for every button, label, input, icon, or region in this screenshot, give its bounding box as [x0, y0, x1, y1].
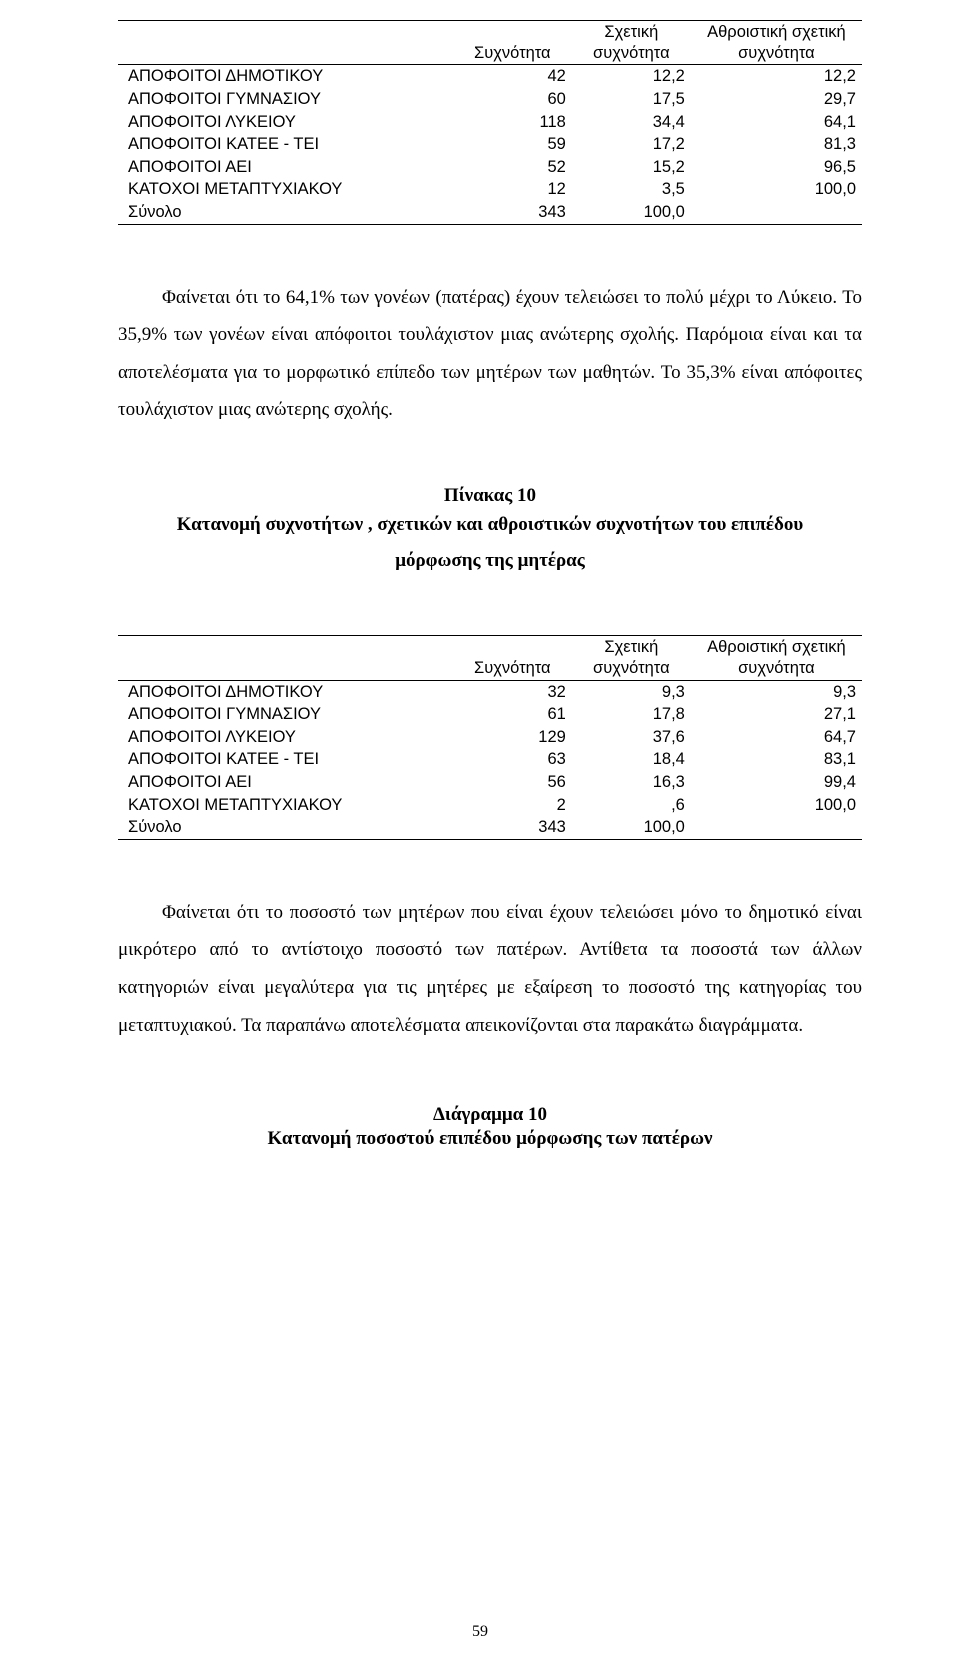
row-label: ΑΠΟΦΟΙΤΟΙ ΔΗΜΟΤΙΚΟΥ: [118, 65, 453, 88]
table-header-freq: Συχνότητα: [453, 636, 572, 680]
row-freq: 61: [453, 703, 572, 726]
table10-number: Πίνακας 10: [118, 485, 862, 507]
row-freq: 52: [453, 156, 572, 179]
row-label: Σύνολο: [118, 816, 453, 839]
table-header-blank: [118, 21, 453, 65]
row-cum: [691, 816, 862, 839]
row-freq: 63: [453, 748, 572, 771]
row-cum: 83,1: [691, 748, 862, 771]
row-label: ΑΠΟΦΟΙΤΟΙ ΚΑΤΕΕ - ΤΕΙ: [118, 748, 453, 771]
row-label: ΑΠΟΦΟΙΤΟΙ ΛΥΚΕΙΟΥ: [118, 726, 453, 749]
table-row: ΑΠΟΦΟΙΤΟΙ ΔΗΜΟΤΙΚΟΥ329,39,3: [118, 680, 862, 703]
row-rel: 17,2: [572, 133, 691, 156]
table-row: ΑΠΟΦΟΙΤΟΙ ΚΑΤΕΕ - ΤΕΙ6318,483,1: [118, 748, 862, 771]
row-cum: [691, 201, 862, 224]
table-mother-education: Συχνότητα Σχετική συχνότητα Αθροιστική σ…: [118, 635, 862, 840]
row-freq: 343: [453, 816, 572, 839]
row-cum: 27,1: [691, 703, 862, 726]
row-rel: 17,5: [572, 88, 691, 111]
row-label: ΑΠΟΦΟΙΤΟΙ ΚΑΤΕΕ - ΤΕΙ: [118, 133, 453, 156]
row-label: ΑΠΟΦΟΙΤΟΙ ΓΥΜΝΑΣΙΟΥ: [118, 703, 453, 726]
page: Συχνότητα Σχετική συχνότητα Αθροιστική σ…: [0, 0, 960, 1663]
row-cum: 64,7: [691, 726, 862, 749]
table-row: ΚΑΤΟΧΟΙ ΜΕΤΑΠΤΥΧΙΑΚΟΥ2,6100,0: [118, 794, 862, 817]
diagram10-caption: Κατανομή ποσοστού επιπέδου μόρφωσης των …: [118, 1128, 862, 1150]
row-label: Σύνολο: [118, 201, 453, 224]
table-header-row: Συχνότητα Σχετική συχνότητα Αθροιστική σ…: [118, 21, 862, 65]
table-header-cum: Αθροιστική σχετική συχνότητα: [691, 636, 862, 680]
row-cum: 9,3: [691, 680, 862, 703]
row-rel: 12,2: [572, 65, 691, 88]
table-row: ΑΠΟΦΟΙΤΟΙ ΛΥΚΕΙΟΥ11834,464,1: [118, 111, 862, 134]
row-cum: 29,7: [691, 88, 862, 111]
row-cum: 12,2: [691, 65, 862, 88]
paragraph-father: Φαίνεται ότι το 64,1% των γονέων (πατέρα…: [118, 279, 862, 429]
row-cum: 100,0: [691, 178, 862, 201]
table-header-rel: Σχετική συχνότητα: [572, 21, 691, 65]
row-label: ΑΠΟΦΟΙΤΟΙ ΓΥΜΝΑΣΙΟΥ: [118, 88, 453, 111]
table-row: ΑΠΟΦΟΙΤΟΙ ΑΕΙ5215,296,5: [118, 156, 862, 179]
table-row: ΑΠΟΦΟΙΤΟΙ ΑΕΙ5616,399,4: [118, 771, 862, 794]
row-rel: ,6: [572, 794, 691, 817]
table-row: Σύνολο343100,0: [118, 201, 862, 224]
row-label: ΑΠΟΦΟΙΤΟΙ ΑΕΙ: [118, 771, 453, 794]
table-header-blank: [118, 636, 453, 680]
row-cum: 100,0: [691, 794, 862, 817]
table-header-rel: Σχετική συχνότητα: [572, 636, 691, 680]
page-number: 59: [0, 1623, 960, 1641]
row-rel: 34,4: [572, 111, 691, 134]
table-row: ΚΑΤΟΧΟΙ ΜΕΤΑΠΤΥΧΙΑΚΟΥ123,5100,0: [118, 178, 862, 201]
row-freq: 42: [453, 65, 572, 88]
row-rel: 15,2: [572, 156, 691, 179]
table-header-cum: Αθροιστική σχετική συχνότητα: [691, 21, 862, 65]
row-rel: 100,0: [572, 201, 691, 224]
table10-caption: Κατανομή συχνοτήτων , σχετικών και αθροι…: [118, 507, 862, 579]
row-label: ΚΑΤΟΧΟΙ ΜΕΤΑΠΤΥΧΙΑΚΟΥ: [118, 794, 453, 817]
row-rel: 18,4: [572, 748, 691, 771]
row-cum: 81,3: [691, 133, 862, 156]
row-freq: 59: [453, 133, 572, 156]
row-freq: 118: [453, 111, 572, 134]
paragraph-mother: Φαίνεται ότι το ποσοστό των μητέρων που …: [118, 894, 862, 1044]
row-label: ΑΠΟΦΟΙΤΟΙ ΔΗΜΟΤΙΚΟΥ: [118, 680, 453, 703]
row-rel: 100,0: [572, 816, 691, 839]
table-header-row: Συχνότητα Σχετική συχνότητα Αθροιστική σ…: [118, 636, 862, 680]
table-father-education: Συχνότητα Σχετική συχνότητα Αθροιστική σ…: [118, 20, 862, 225]
table-header-freq: Συχνότητα: [453, 21, 572, 65]
table-row: ΑΠΟΦΟΙΤΟΙ ΛΥΚΕΙΟΥ12937,664,7: [118, 726, 862, 749]
row-rel: 17,8: [572, 703, 691, 726]
row-label: ΑΠΟΦΟΙΤΟΙ ΛΥΚΕΙΟΥ: [118, 111, 453, 134]
row-freq: 129: [453, 726, 572, 749]
row-label: ΚΑΤΟΧΟΙ ΜΕΤΑΠΤΥΧΙΑΚΟΥ: [118, 178, 453, 201]
table10-caption-line1: Κατανομή συχνοτήτων , σχετικών και αθροι…: [177, 514, 803, 535]
row-rel: 37,6: [572, 726, 691, 749]
table-row: ΑΠΟΦΟΙΤΟΙ ΚΑΤΕΕ - ΤΕΙ5917,281,3: [118, 133, 862, 156]
diagram10-number: Διάγραμμα 10: [118, 1104, 862, 1126]
row-rel: 16,3: [572, 771, 691, 794]
table10-caption-line2: μόρφωσης της μητέρας: [395, 550, 585, 571]
row-cum: 96,5: [691, 156, 862, 179]
row-freq: 56: [453, 771, 572, 794]
row-cum: 64,1: [691, 111, 862, 134]
table-row: ΑΠΟΦΟΙΤΟΙ ΓΥΜΝΑΣΙΟΥ6017,529,7: [118, 88, 862, 111]
row-cum: 99,4: [691, 771, 862, 794]
table-row: ΑΠΟΦΟΙΤΟΙ ΓΥΜΝΑΣΙΟΥ6117,827,1: [118, 703, 862, 726]
row-freq: 2: [453, 794, 572, 817]
row-freq: 343: [453, 201, 572, 224]
table-row: Σύνολο343100,0: [118, 816, 862, 839]
row-freq: 60: [453, 88, 572, 111]
row-label: ΑΠΟΦΟΙΤΟΙ ΑΕΙ: [118, 156, 453, 179]
row-rel: 3,5: [572, 178, 691, 201]
table-row: ΑΠΟΦΟΙΤΟΙ ΔΗΜΟΤΙΚΟΥ4212,212,2: [118, 65, 862, 88]
row-freq: 32: [453, 680, 572, 703]
row-freq: 12: [453, 178, 572, 201]
row-rel: 9,3: [572, 680, 691, 703]
